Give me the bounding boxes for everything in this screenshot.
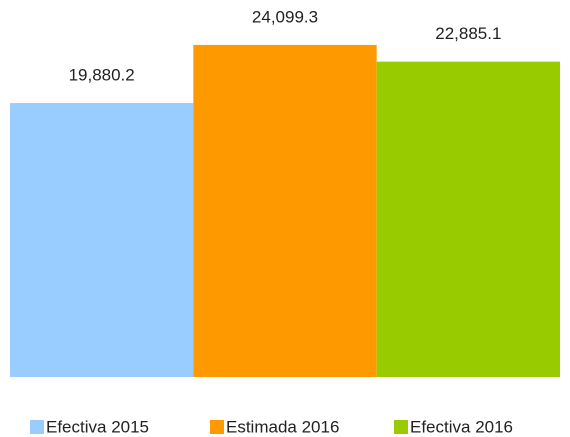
legend-swatch: [210, 420, 224, 434]
data-label: 19,880.2: [69, 66, 135, 85]
legend-label: Estimada 2016: [226, 417, 339, 436]
legend-label: Efectiva 2015: [46, 417, 149, 436]
bar: [193, 44, 377, 377]
legend-label: Efectiva 2016: [410, 417, 513, 436]
bar: [10, 103, 194, 377]
data-label: 24,099.3: [252, 7, 318, 26]
bar: [376, 61, 560, 378]
legend-swatch: [30, 420, 44, 434]
data-label: 22,885.1: [435, 24, 501, 43]
legend-swatch: [394, 420, 408, 434]
